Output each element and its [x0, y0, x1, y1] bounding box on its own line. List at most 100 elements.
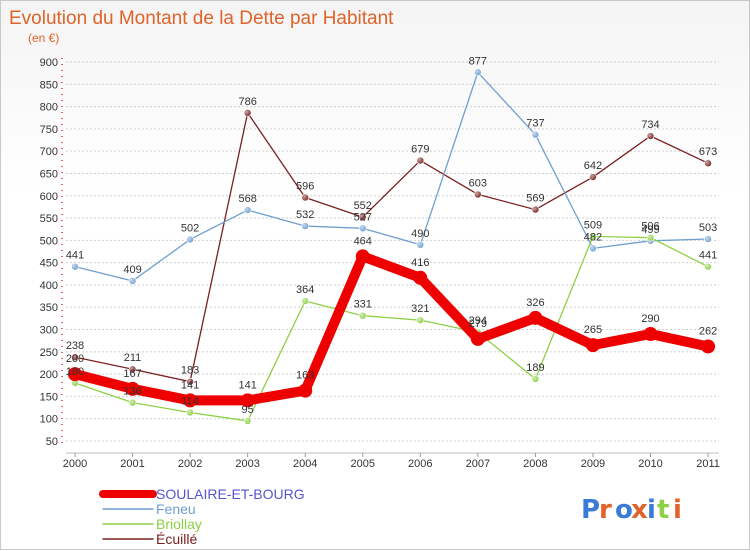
legend-label-0: SOULAIRE-ET-BOURG [156, 486, 305, 502]
data-label-0: 141 [181, 379, 199, 391]
data-point-shine [244, 417, 252, 425]
data-point-shine [704, 235, 712, 243]
data-label-1: 527 [354, 211, 372, 223]
y-tick-label: 150 [40, 391, 58, 403]
data-point-shine [71, 379, 79, 387]
x-tick-label: 2001 [120, 458, 144, 470]
legend-label-2: Briollay [156, 516, 202, 532]
data-point-0 [68, 367, 82, 382]
data-label-3: 673 [699, 146, 717, 158]
data-point-0 [413, 270, 428, 285]
data-label-3: 552 [354, 200, 372, 212]
data-label-3: 679 [411, 144, 429, 156]
legend-label-3: Écuillé [156, 531, 197, 547]
data-label-1: 568 [238, 193, 256, 205]
data-point-0 [125, 381, 140, 396]
data-label-0: 326 [526, 297, 544, 309]
data-label-1: 490 [411, 228, 429, 240]
data-label-1: 737 [526, 118, 544, 130]
data-point-0 [701, 339, 716, 354]
data-point-shine [704, 263, 712, 271]
data-point-0 [528, 310, 543, 325]
data-point-shine [589, 232, 597, 240]
data-point-shine [359, 213, 367, 221]
data-label-0: 464 [354, 235, 372, 247]
y-tick-label: 800 [40, 102, 58, 114]
data-label-0: 290 [641, 313, 659, 325]
y-tick-label: 750 [40, 124, 58, 136]
x-tick-label: 2005 [351, 458, 375, 470]
x-tick-label: 2010 [638, 458, 662, 470]
y-tick-label: 50 [46, 436, 58, 448]
data-label-2: 189 [526, 362, 544, 374]
x-tick-label: 2006 [408, 458, 432, 470]
data-point-shine [129, 365, 137, 373]
data-label-0: 167 [123, 368, 141, 380]
data-point-shine [186, 378, 194, 386]
data-point-0 [643, 326, 658, 341]
data-point-shine [186, 235, 194, 243]
proxiti-logo: Pr ox i t i [581, 495, 682, 525]
y-tick-label: 450 [40, 258, 58, 270]
data-point-0 [585, 338, 600, 353]
series-line-1 [74, 71, 709, 282]
data-label-0: 200 [66, 353, 84, 365]
x-tick-label: 2009 [581, 458, 605, 470]
data-point-shine [301, 297, 309, 305]
y-tick-label: 500 [40, 235, 58, 247]
data-label-2: 95 [242, 404, 254, 416]
data-label-2: 441 [699, 250, 717, 262]
x-tick-label: 2004 [293, 458, 317, 470]
data-point-shine [186, 408, 194, 416]
logo-letter: P [581, 495, 600, 525]
data-label-0: 279 [469, 318, 487, 330]
y-tick-label: 300 [40, 325, 58, 337]
data-label-2: 331 [354, 299, 372, 311]
legend-label-1: Feneu [156, 501, 196, 517]
data-point-shine [301, 222, 309, 230]
y-tick-label: 900 [40, 57, 58, 69]
y-tick-label: 350 [40, 302, 58, 314]
data-point-shine [359, 312, 367, 320]
data-label-1: 441 [66, 250, 84, 262]
data-label-3: 183 [181, 365, 199, 377]
data-point-shine [129, 399, 137, 407]
logo-letter: o [615, 495, 633, 525]
data-point-0 [470, 331, 485, 346]
data-label-3: 734 [641, 119, 659, 131]
y-tick-label: 650 [40, 168, 58, 180]
data-point-shine [647, 234, 654, 242]
data-point-shine [359, 224, 367, 232]
y-tick-label: 550 [40, 213, 58, 225]
data-point-shine [416, 157, 424, 165]
data-label-2: 294 [469, 315, 487, 327]
series-line-3 [74, 112, 709, 383]
data-label-1: 482 [584, 231, 602, 243]
data-point-shine [647, 132, 654, 140]
data-label-0: 265 [584, 324, 602, 336]
data-point-shine [589, 173, 597, 181]
y-tick-label: 250 [40, 347, 58, 359]
data-point-shine [474, 68, 482, 76]
y-tick-label: 400 [40, 280, 58, 292]
data-point-0 [355, 249, 370, 264]
data-label-3: 238 [66, 340, 84, 352]
data-label-2: 321 [411, 303, 429, 315]
data-point-shine [531, 206, 539, 214]
data-label-0: 141 [238, 379, 256, 391]
data-point-shine [129, 277, 137, 285]
data-label-3: 569 [526, 193, 544, 205]
data-label-3: 211 [124, 352, 142, 364]
logo-letter: x [631, 495, 648, 525]
logo-letter: r [599, 495, 612, 525]
data-label-1: 877 [469, 55, 487, 67]
data-label-2: 136 [123, 386, 141, 398]
y-tick-label: 600 [40, 191, 58, 203]
x-tick-label: 2003 [235, 458, 259, 470]
data-point-shine [704, 159, 712, 167]
data-label-2: 114 [181, 395, 199, 407]
data-label-1: 499 [641, 224, 659, 236]
chart-subtitle: (en €) [28, 31, 59, 45]
